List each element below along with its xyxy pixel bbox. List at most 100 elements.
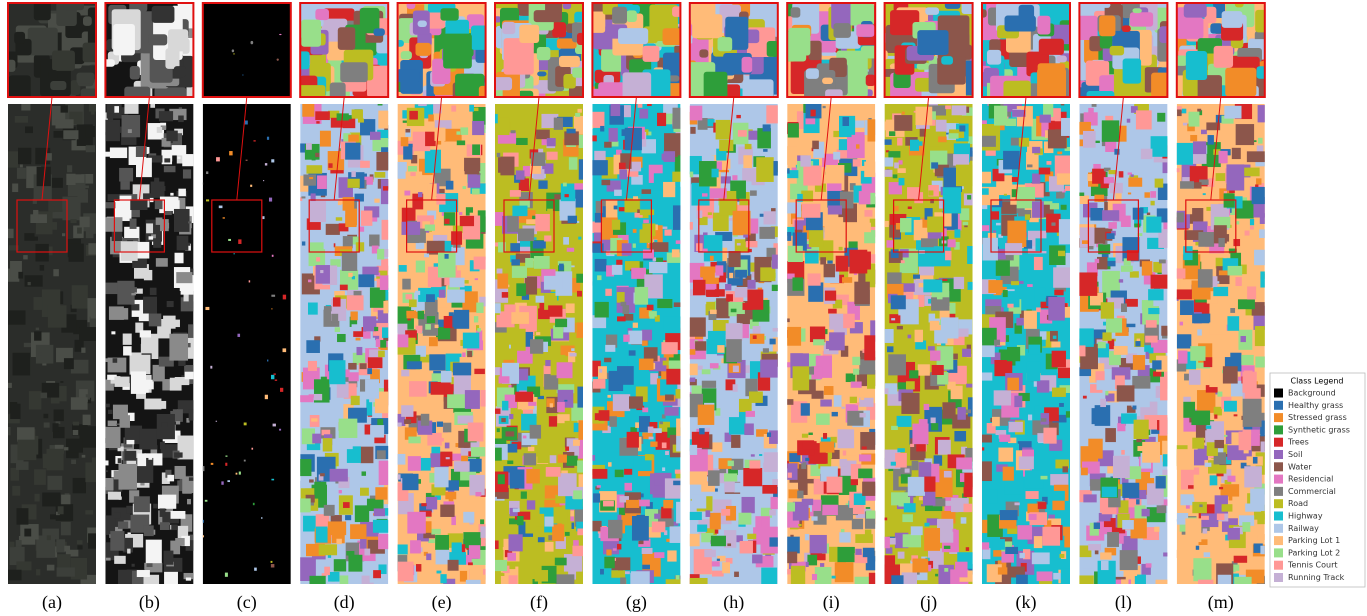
- map-region: [859, 413, 865, 417]
- map-region: [77, 227, 82, 233]
- map-region: [1224, 401, 1237, 412]
- map-region: [472, 189, 480, 195]
- map-region: [968, 282, 974, 290]
- legend-swatch: [1274, 450, 1283, 459]
- map-region: [743, 155, 752, 168]
- map-region: [84, 185, 89, 188]
- map-region: [557, 402, 565, 412]
- map-region: [364, 549, 370, 556]
- map-region: [645, 454, 654, 460]
- map-region: [589, 281, 593, 285]
- map-region: [624, 469, 632, 475]
- map-region: [763, 211, 775, 224]
- inset-region: [866, 75, 876, 86]
- map-region: [909, 370, 918, 378]
- map-region: [853, 159, 861, 166]
- map-region: [164, 158, 170, 162]
- inset-region: [130, 66, 140, 80]
- map-region: [17, 427, 35, 441]
- map-region: [841, 529, 845, 532]
- map-region: [760, 360, 778, 378]
- map-region: [1117, 385, 1135, 401]
- map-region: [1180, 300, 1194, 315]
- inset-region: [297, 51, 310, 69]
- map-region: [228, 239, 231, 241]
- map-region: [524, 453, 536, 465]
- map-region: [444, 219, 449, 224]
- map-region: [1025, 491, 1038, 499]
- map-region: [674, 302, 681, 307]
- map-region: [1003, 467, 1014, 481]
- map-region: [1004, 194, 1007, 196]
- map-region: [474, 369, 485, 374]
- map-region: [801, 403, 810, 415]
- map-region: [1102, 332, 1111, 340]
- map-region: [146, 540, 162, 564]
- map-region: [932, 365, 944, 375]
- map-region: [1221, 484, 1240, 496]
- map: [394, 100, 500, 598]
- map-region: [710, 513, 721, 530]
- map-region: [131, 371, 146, 393]
- inset-region: [1173, 56, 1187, 66]
- map-region: [567, 248, 574, 252]
- map-region: [894, 115, 912, 131]
- map-region: [1077, 328, 1094, 346]
- map-region: [665, 451, 669, 455]
- map-region: [492, 540, 499, 549]
- inset-region: [559, 56, 580, 67]
- map-region: [421, 503, 426, 506]
- map-region: [1032, 552, 1050, 564]
- map-region: [116, 423, 119, 425]
- map-region: [745, 144, 752, 149]
- map-region: [89, 102, 104, 112]
- map-region: [859, 454, 871, 461]
- map-region: [577, 387, 594, 408]
- map-region: [785, 232, 792, 241]
- map-region: [17, 168, 26, 179]
- map-region: [382, 327, 393, 338]
- map-region: [894, 206, 898, 211]
- inset-region: [925, 7, 939, 15]
- map-region: [189, 409, 197, 421]
- map-region: [564, 131, 579, 145]
- map-region: [314, 394, 322, 400]
- map-region: [982, 548, 990, 559]
- map-region: [687, 317, 706, 336]
- inset-region: [76, 73, 94, 84]
- map-region: [150, 288, 157, 295]
- map: [1173, 103, 1279, 601]
- map-region: [611, 103, 621, 116]
- map: [4, 101, 107, 588]
- map-region: [536, 516, 543, 526]
- map-region: [600, 569, 604, 575]
- map-region: [356, 338, 361, 341]
- map-region: [119, 415, 130, 428]
- inset-region: [113, 24, 135, 55]
- map-region: [265, 163, 267, 165]
- map-region: [160, 197, 179, 211]
- map-region: [766, 105, 785, 123]
- map-region: [737, 243, 741, 245]
- map-region: [137, 355, 150, 374]
- map-region: [187, 243, 191, 246]
- map-region: [992, 539, 1005, 550]
- map-region: [416, 306, 422, 312]
- map-region: [51, 206, 55, 212]
- map-region: [297, 459, 311, 476]
- map-region: [1188, 485, 1194, 489]
- map-region: [159, 111, 173, 121]
- map-region: [1241, 355, 1253, 365]
- map-region: [130, 219, 137, 229]
- map-region: [1097, 257, 1108, 269]
- map-region: [689, 534, 699, 546]
- map-region: [229, 151, 232, 155]
- map-region: [810, 535, 827, 553]
- map-region: [717, 559, 720, 561]
- inset-region: [415, 43, 431, 56]
- map-region: [1146, 563, 1152, 567]
- inset-region: [1225, 68, 1256, 97]
- map-region: [188, 324, 203, 340]
- map-region: [123, 346, 132, 355]
- map-region: [445, 254, 449, 259]
